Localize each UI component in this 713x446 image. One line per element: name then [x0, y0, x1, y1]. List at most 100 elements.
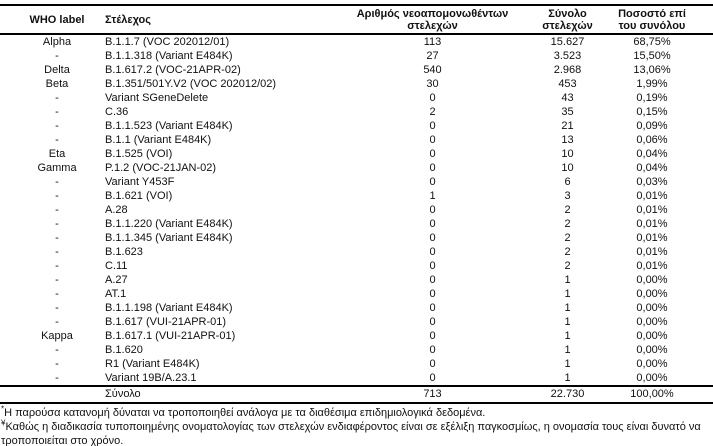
new-isolates-cell: 0	[429, 330, 436, 342]
table-row: - B.1.1 (Variant E484K) 0 13 0,06%	[0, 133, 713, 147]
total-strains-cell: 15.627	[550, 36, 585, 48]
percentage-cell: 0,09%	[636, 120, 668, 132]
total-strains-cell: 2	[564, 246, 571, 258]
new-isolates-cell: 0	[429, 260, 436, 272]
total-strains-cell: 10	[561, 148, 574, 160]
new-isolates-cell: 0	[429, 358, 436, 370]
table-row: - B.1.1.523 (Variant E484K) 0 21 0,09%	[0, 119, 713, 133]
total-strains-cell: 453	[558, 78, 577, 90]
table-row: - B.1.1.220 (Variant E484K) 0 2 0,01%	[0, 217, 713, 231]
percentage-cell: 15,50%	[633, 50, 671, 62]
new-isolates-cell: 0	[429, 232, 436, 244]
new-isolates-cell: 0	[429, 120, 436, 132]
strain-cell: B.1.1.7 (VOC 202012/01)	[105, 36, 230, 48]
who-label-cell: -	[55, 358, 59, 370]
footnote: ¥Καθώς η διαδικασία τυποποιημένης ονοματ…	[1, 418, 711, 446]
strain-cell: B.1.1.345 (Variant E484K)	[105, 232, 233, 244]
strain-cell: B.1.623	[105, 246, 143, 258]
new-isolates-cell: 0	[429, 218, 436, 230]
table-row: - B.1.620 0 1 0,00%	[0, 343, 713, 357]
strain-cell: B.1.351/501Y.V2 (VOC 202012/02)	[105, 78, 277, 90]
percentage-cell: 0,01%	[636, 232, 668, 244]
new-isolates-cell: 0	[429, 302, 436, 314]
table-row: - A.27 0 1 0,00%	[0, 273, 713, 287]
total-strains-cell: 1	[564, 274, 571, 286]
table-row: - C.36 2 35 0,15%	[0, 105, 713, 119]
percentage-cell: 0,01%	[636, 190, 668, 202]
footnote-marker: ¥	[1, 418, 6, 428]
percentage-cell: 0,01%	[636, 218, 668, 230]
footnote-text: Η παρούσα κατανομή δύναται να τροποποιηθ…	[4, 407, 486, 419]
table-row: Gamma P.1.2 (VOC-21JAN-02) 0 10 0,04%	[0, 161, 713, 175]
table-row: - AT.1 0 1 0,00%	[0, 287, 713, 301]
total-strains-cell: 1	[564, 330, 571, 342]
percentage-cell: 0,00%	[636, 274, 668, 286]
total-strains-cell: 1	[564, 302, 571, 314]
new-isolates-cell: 1	[429, 190, 436, 202]
footnote-text: Καθώς η διαδικασία τυποποιημένης ονοματο…	[1, 421, 701, 446]
new-isolates-cell: 0	[429, 246, 436, 258]
footnote-marker: *	[1, 404, 5, 414]
total-strains-cell: 3	[564, 190, 571, 202]
new-isolates-cell: 0	[429, 162, 436, 174]
who-label-cell: -	[55, 302, 59, 314]
who-label-cell: -	[55, 274, 59, 286]
table-row: Alpha B.1.1.7 (VOC 202012/01) 113 15.627…	[0, 34, 713, 49]
total-strains-cell: 13	[561, 134, 574, 146]
strain-cell: B.1.1.220 (Variant E484K)	[105, 218, 233, 230]
total-strains-cell: 10	[561, 162, 574, 174]
who-label-cell: -	[55, 232, 59, 244]
percentage-cell: 0,00%	[636, 302, 668, 314]
percentage-cell: 1,99%	[636, 78, 668, 90]
who-label-cell: -	[55, 372, 59, 384]
total-strains-cell: 21	[561, 120, 574, 132]
percentage-cell: 0,00%	[636, 358, 668, 370]
total-strains-cell: 2.968	[553, 64, 582, 76]
table-row: - B.1.621 (VOI) 1 3 0,01%	[0, 189, 713, 203]
table-row: - B.1.617 (VUI-21APR-01) 0 1 0,00%	[0, 315, 713, 329]
new-isolates-cell: 0	[429, 372, 436, 384]
strain-cell: B.1.525 (VOI)	[105, 148, 173, 160]
percentage-cell: 68,75%	[633, 36, 671, 48]
percentage-cell: 0,01%	[636, 260, 668, 272]
strain-cell: B.1.617.2 (VOC-21APR-02)	[105, 64, 241, 76]
new-isolates-cell: 0	[429, 316, 436, 328]
table-row: Delta B.1.617.2 (VOC-21APR-02) 540 2.968…	[0, 63, 713, 77]
total-strains-cell: 1	[564, 316, 571, 328]
percentage-cell: 0,00%	[636, 372, 668, 384]
strain-cell: C.11	[105, 260, 128, 272]
table-row: Beta B.1.351/501Y.V2 (VOC 202012/02) 30 …	[0, 77, 713, 91]
strain-cell: A.27	[105, 274, 128, 286]
who-label-cell: -	[55, 316, 59, 328]
percentage-cell: 0,01%	[636, 246, 668, 258]
col-header-strain: Στέλεχος	[105, 5, 345, 35]
table-row: - A.28 0 2 0,01%	[0, 203, 713, 217]
new-isolates-cell: 0	[429, 92, 436, 104]
strain-cell: P.1.2 (VOC-21JAN-02)	[105, 162, 217, 174]
new-isolates-cell: 2	[429, 106, 436, 118]
table-row: - R1 (Variant E484K) 0 1 0,00%	[0, 357, 713, 371]
new-isolates-cell: 0	[429, 176, 436, 188]
footnotes-section: *Η παρούσα κατανομή δύναται να τροποποιη…	[0, 404, 713, 446]
total-strains-cell: 3.523	[553, 50, 582, 62]
who-label-cell: Gamma	[37, 162, 77, 174]
new-isolates-cell: 0	[429, 274, 436, 286]
new-isolates-cell: 0	[429, 204, 436, 216]
percentage-cell: 0,19%	[636, 92, 668, 104]
strain-cell: C.36	[105, 106, 129, 118]
new-isolates-cell: 113	[423, 36, 442, 48]
total-strains-cell: 2	[564, 204, 571, 216]
strain-cell: Variant 19B/A.23.1	[105, 372, 197, 384]
total-strains-cell: 2	[564, 218, 571, 230]
new-isolates-cell: 0	[429, 134, 436, 146]
strain-cell: Variant Y453F	[105, 176, 175, 188]
who-label-cell: Alpha	[42, 36, 72, 48]
table-header-row: WHO label Στέλεχος Αριθμός νεοαπομονωθέν…	[0, 5, 713, 35]
who-label-cell: -	[55, 190, 59, 202]
col-header-total-strains: Σύνολο στελεχών	[520, 5, 615, 35]
who-label-cell: -	[55, 50, 59, 62]
who-label-cell: -	[55, 344, 59, 356]
new-isolates-cell: 0	[429, 288, 436, 300]
total-strains-cell: 2	[564, 232, 571, 244]
strain-cell: B.1.1.318 (Variant E484K)	[105, 50, 233, 62]
